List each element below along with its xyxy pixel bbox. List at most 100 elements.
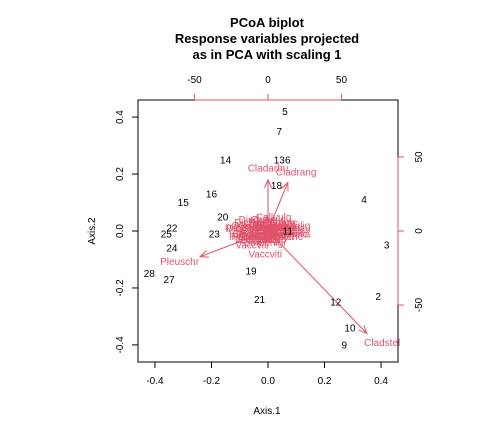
species-label-Vaccmyrt: Vaccmyrt [236, 229, 277, 240]
right-tick-label: 0 [414, 228, 425, 234]
species-label-Dicrpoly: Dicrpoly [242, 227, 278, 238]
species-cluster-label-Dicrfusc: Dicrfusc [239, 215, 275, 226]
species-label-Rhodtome: Rhodtome [249, 218, 296, 229]
species-label-Vaccviti: Vaccviti [235, 241, 269, 252]
y-tick-label: -0.2 [115, 279, 126, 297]
site-label-12: 12 [330, 298, 342, 309]
x-tick-label: 0.0 [261, 376, 275, 387]
species-label-Cladarbu: Cladarbu [248, 164, 289, 175]
species-label-Cladphyl: Cladphyl [256, 221, 295, 232]
species-label-Callvulg: Callvulg [250, 215, 286, 226]
arrowhead-Cladstel [358, 325, 368, 335]
species-label-Stersp: Stersp [258, 235, 287, 246]
site-label-21: 21 [254, 295, 266, 306]
site-label-4: 4 [361, 195, 367, 206]
species-label-Cladcorn: Cladcorn [252, 224, 292, 235]
top-tick-label: 50 [336, 75, 348, 86]
x-axis-label: Axis.1 [253, 406, 281, 417]
site-label-25: 25 [161, 229, 173, 240]
title-line-3: as in PCA with scaling 1 [192, 47, 341, 62]
right-tick-label: -50 [414, 297, 425, 312]
species-label-Cladamau: Cladamau [265, 224, 311, 235]
species-label-Dicrfusc: Dicrfusc [234, 218, 270, 229]
species-label-Ptilcili: Ptilcili [231, 232, 257, 243]
species-label-Nepharct: Nepharct [236, 221, 277, 232]
species-label-Peltapht: Peltapht [242, 232, 279, 243]
arrow-Polyjuni [267, 230, 277, 235]
title-line-2: Response variables projected [175, 31, 359, 46]
arrow-Vacculig [267, 224, 286, 232]
y-tick-label: -0.4 [115, 336, 126, 354]
right-tick-label: 50 [414, 151, 425, 163]
title-line-1: PCoA biplot [230, 15, 305, 30]
species-label-Polycomm: Polycomm [225, 224, 272, 235]
species-label-Cladstel: Cladstel [364, 338, 400, 349]
site-label-19: 19 [245, 266, 257, 277]
species-label-Dicrsp: Dicrsp [226, 224, 255, 235]
arrowhead-Cladarbu [264, 178, 272, 188]
arrow-Stersp [267, 230, 272, 240]
species-label-Icmaeric: Icmaeric [265, 232, 303, 243]
species-cluster-label-Hylosple: Hylosple [240, 232, 279, 243]
species-label-Cetrisla: Cetrisla [231, 221, 265, 232]
species-label-Cladunci: Cladunci [260, 221, 299, 232]
species-cluster-label-Callvulg: Callvulg [256, 212, 292, 223]
site-label-23: 23 [209, 229, 221, 240]
species-label-Pohlnuta: Pohlnuta [244, 224, 284, 235]
site-label-28: 28 [144, 269, 156, 280]
chart-title: PCoA biplot Response variables projected… [175, 15, 359, 62]
species-label-Cladchlo: Cladchlo [245, 229, 284, 240]
top-tick-label: 0 [265, 75, 271, 86]
arrow-Rhodtome [267, 222, 272, 232]
site-label-14: 14 [220, 155, 232, 166]
site-label-16: 16 [206, 189, 218, 200]
y-tick-label: 0.2 [115, 167, 126, 181]
arrow-Cladrang [267, 182, 289, 232]
arrow-Ledupalu [259, 230, 269, 240]
site-label-18: 18 [271, 181, 283, 192]
species-label-Polyjuni: Polyjuni [262, 229, 297, 240]
species-label-Vacculig: Vacculig [273, 221, 310, 232]
species-label-Cladbotr: Cladbotr [257, 232, 295, 243]
site-label-7: 7 [277, 127, 283, 138]
site-label-11: 11 [283, 227, 294, 238]
bottom-axis: -0.4 -0.2 0.0 0.2 0.4 [146, 361, 388, 387]
right-axis: -50 0 50 [397, 151, 425, 312]
x-tick-label: 0.2 [318, 376, 332, 387]
arrowhead-Pleuschr [199, 250, 209, 258]
species-label-Barbhatc: Barbhatc [268, 229, 308, 240]
species-label-Flavniva: Flavniva [273, 229, 311, 240]
species-label-Polypili: Polypili [248, 232, 280, 243]
arrow-Ptilcili [250, 230, 269, 238]
species-label-Empenigr: Empenigr [239, 235, 282, 246]
x-tick-label: 0.4 [374, 376, 388, 387]
species-label-Cetreric: Cetreric [262, 218, 297, 229]
site-label-15: 15 [178, 198, 190, 209]
species-label-Cladrang: Cladrang [276, 167, 317, 178]
site-label-6: 6 [285, 155, 291, 166]
site-label-5: 5 [282, 107, 288, 118]
species-cluster-label-Empenigr: Empenigr [244, 238, 287, 249]
site-label-27: 27 [164, 275, 176, 286]
site-label-3: 3 [384, 241, 390, 252]
species-label-Ledupalu: Ledupalu [236, 235, 277, 246]
top-axis: -50 0 50 [187, 75, 348, 101]
y-axis-label: Axis.2 [87, 217, 98, 245]
species-label-Hylosple: Hylosple [229, 232, 268, 243]
x-tick-label: -0.4 [146, 376, 164, 387]
species-arrows [199, 178, 368, 335]
left-axis: -0.4 -0.2 0.0 0.2 0.4 [115, 110, 139, 354]
y-tick-label: 0.0 [115, 224, 126, 238]
y-tick-label: 0.4 [115, 110, 126, 124]
species-label-Cladcris: Cladcris [242, 224, 278, 235]
species-label-Cladgrac: Cladgrac [256, 227, 296, 238]
site-label-13: 13 [274, 155, 286, 166]
site-label-10: 10 [344, 323, 356, 334]
arrowhead-Cladrang [281, 181, 289, 192]
species-label-Cladfimb: Cladfimb [264, 227, 304, 238]
site-label-2: 2 [375, 292, 381, 303]
species-label-Betupube: Betupube [254, 224, 297, 235]
